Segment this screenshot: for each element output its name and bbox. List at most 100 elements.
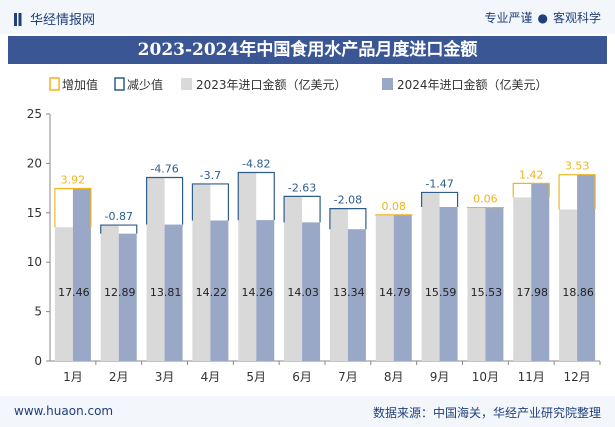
y-tick-label: 25: [27, 107, 42, 121]
x-tick-label: 1月: [63, 370, 83, 384]
change-label: -4.76: [150, 163, 178, 176]
y-tick-label: 20: [27, 156, 42, 170]
bar-2023: [54, 227, 73, 361]
change-label: -3.7: [200, 169, 221, 182]
brand-logo-icon: [14, 13, 24, 26]
x-tick-label: 6月: [292, 370, 312, 384]
value-label-2024: 15.59: [425, 286, 457, 299]
change-label: 3.92: [61, 173, 86, 186]
increase-bracket: [466, 206, 505, 209]
bar-2023: [146, 177, 165, 361]
value-label-2024: 14.03: [287, 286, 319, 299]
decrease-bracket: [283, 195, 321, 223]
bar-2023: [559, 209, 578, 361]
legend-2023-label: 2023年进口金额（亿美元）: [196, 77, 347, 92]
bar-2024: [485, 207, 504, 361]
legend-decrease-marker: [114, 77, 125, 91]
x-tick-label: 9月: [430, 370, 450, 384]
x-tick-label: 10月: [472, 370, 499, 384]
bar-2024: [164, 224, 183, 361]
y-tick-label: 5: [34, 305, 42, 319]
legend-2024-marker: [382, 78, 393, 90]
change-label: -2.63: [288, 181, 316, 194]
decrease-bracket: [420, 191, 459, 207]
increase-bracket: [558, 174, 596, 210]
slogan-2: 客观科学: [552, 11, 601, 25]
legend-2024-label: 2024年进口金额（亿美元）: [397, 77, 548, 92]
value-label-2024: 15.53: [471, 286, 503, 299]
legend-2023-marker: [181, 78, 192, 90]
value-label-2024: 12.89: [104, 286, 136, 299]
plot-area: 0 5 10 15 20 25 3.92 17.46 1月 -0.87 12.89 2月 -4.76 13…: [27, 107, 601, 384]
change-label: -1.47: [425, 177, 453, 190]
x-tick-label: 12月: [563, 370, 590, 384]
bar-2024: [531, 183, 550, 361]
slogan-dot-icon: ●: [537, 11, 548, 25]
bar-2023: [284, 196, 303, 361]
slogan-1: 专业严谨: [484, 11, 533, 25]
value-label-2024: 17.46: [58, 286, 90, 299]
chart-title: 2023-2024年中国食用水产品月度进口金额: [137, 40, 478, 60]
legend-increase-label: 增加值: [62, 77, 98, 92]
increase-bracket: [375, 214, 413, 216]
legend: 增加值 减少值 2023年进口金额（亿美元） 2024年进口金额（亿美元）: [49, 77, 548, 92]
bar-2023: [329, 208, 348, 361]
data-source: 数据来源：中国海关，华经产业研究院整理: [372, 406, 601, 420]
decrease-bracket: [329, 208, 367, 230]
y-tick-label: 10: [27, 255, 42, 269]
bar-2023: [375, 215, 394, 361]
bar-2024: [577, 174, 596, 361]
slogan: 专业严谨 ● 客观科学: [484, 9, 601, 26]
x-tick-label: 3月: [155, 370, 175, 384]
bar-2024: [210, 220, 229, 361]
change-label: -4.82: [242, 157, 270, 170]
x-tick-label: 2月: [109, 370, 129, 384]
site-url: www.huaon.com: [14, 404, 114, 418]
bar-2024: [118, 233, 137, 361]
x-tick-label: 8月: [384, 370, 404, 384]
footer: www.huaon.com 数据来源：中国海关，华经产业研究院整理: [0, 396, 615, 427]
decrease-bracket: [145, 176, 184, 225]
value-label-2024: 14.22: [196, 286, 228, 299]
change-label: 0.08: [382, 200, 407, 213]
bar-2024: [439, 206, 458, 361]
bar-2023: [513, 197, 532, 361]
brand-name: 华经情报网: [30, 13, 96, 28]
bar-2024: [393, 214, 412, 361]
legend-increase-marker: [49, 77, 60, 91]
top-banner: 华经情报网 专业严谨 ● 客观科学: [0, 0, 615, 34]
bar-2023: [192, 183, 211, 361]
change-label: 1.42: [519, 168, 544, 181]
value-label-2024: 18.86: [562, 286, 594, 299]
title-bar: 2023-2024年中国食用水产品月度进口金额: [8, 36, 607, 64]
x-tick-label: 5月: [246, 370, 266, 384]
y-tick-label: 15: [27, 206, 42, 220]
bar-2023: [238, 172, 257, 361]
decrease-bracket: [237, 171, 275, 221]
decrease-bracket: [191, 183, 230, 221]
bar-2024: [347, 229, 366, 361]
bar-2024: [72, 188, 91, 361]
increase-bracket: [512, 182, 550, 198]
change-label: -0.87: [105, 210, 133, 223]
increase-bracket: [54, 187, 92, 228]
change-label: 0.06: [473, 193, 498, 206]
bar-2024: [302, 222, 321, 361]
value-label-2024: 13.81: [150, 286, 182, 299]
bar-2023: [100, 225, 119, 361]
x-tick-label: 4月: [201, 370, 221, 384]
y-tick-label: 0: [34, 354, 42, 368]
bar-2023: [467, 208, 486, 361]
bar-2023: [421, 192, 440, 361]
x-tick-label: 7月: [338, 370, 358, 384]
bar-2024: [256, 220, 275, 361]
decrease-bracket: [100, 224, 138, 234]
change-label: -2.08: [334, 194, 362, 207]
brand: 华经情报网: [14, 9, 95, 28]
value-label-2024: 17.98: [517, 286, 549, 299]
value-label-2024: 14.79: [379, 286, 411, 299]
value-label-2024: 14.26: [242, 286, 274, 299]
value-label-2024: 13.34: [333, 286, 365, 299]
x-tick-label: 11月: [518, 370, 545, 384]
